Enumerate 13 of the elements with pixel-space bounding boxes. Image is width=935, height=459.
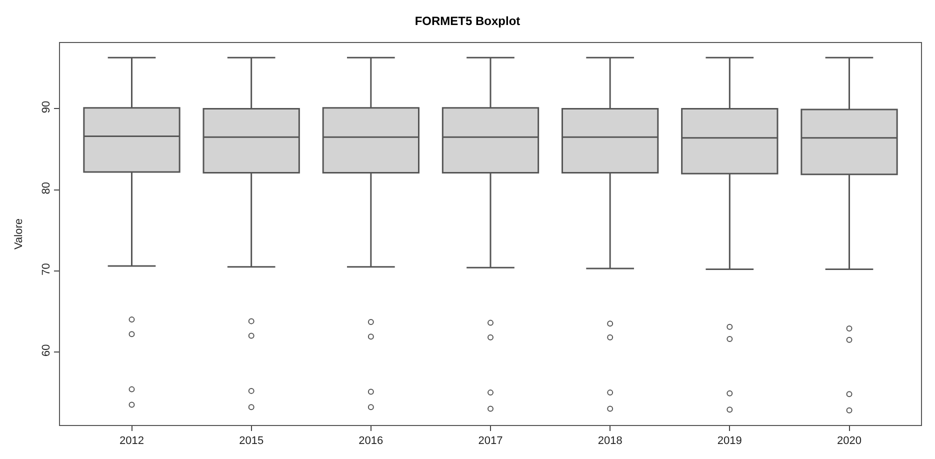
y-tick-label: 70 [40, 263, 53, 276]
x-tick-label: 2018 [598, 435, 622, 448]
x-tick-label: 2015 [239, 435, 264, 448]
y-tick-label: 60 [40, 344, 53, 356]
x-tick-label: 2020 [837, 435, 862, 448]
y-tick-label: 90 [40, 100, 53, 114]
x-tick-label: 2017 [478, 435, 503, 448]
y-axis-title: Valore [13, 218, 26, 250]
x-tick-label: 2016 [358, 435, 384, 448]
x-tick-label: 2012 [120, 435, 144, 448]
y-tick-label: 80 [40, 182, 53, 194]
x-tick-label: 2019 [717, 435, 742, 448]
chart-title: FORMET5 Boxplot [414, 14, 520, 28]
